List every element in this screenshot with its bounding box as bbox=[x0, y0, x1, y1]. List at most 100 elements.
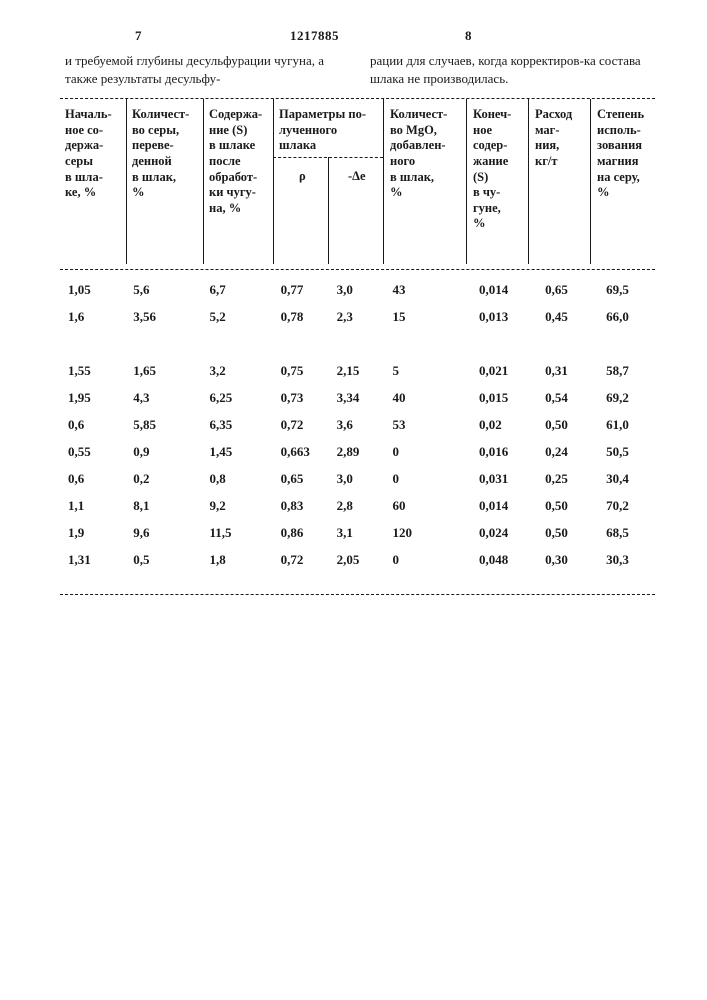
header-vline bbox=[590, 99, 591, 264]
table-cell: 1,6 bbox=[60, 309, 131, 336]
col-header-2: Количест- во серы, переве- денной в шлак… bbox=[132, 107, 200, 201]
table-cell: 0,25 bbox=[543, 471, 604, 498]
table-cell: 1,31 bbox=[60, 552, 131, 579]
table-cell: 0,50 bbox=[543, 498, 604, 525]
table-cell: 0,55 bbox=[60, 444, 131, 471]
header-vline bbox=[203, 99, 204, 264]
table-cell: 0,6 bbox=[60, 417, 131, 444]
table-cell: 0,02 bbox=[477, 417, 543, 444]
table-cell: 6,7 bbox=[207, 282, 278, 309]
table-cell: 1,55 bbox=[60, 363, 131, 390]
header-vline bbox=[383, 99, 384, 264]
table-cell: 6,25 bbox=[207, 390, 278, 417]
table-cell: 0,72 bbox=[279, 417, 335, 444]
table-row: 1,310,51,80,722,0500,0480,3030,3 bbox=[60, 552, 655, 579]
table-row: 1,63,565,20,782,3150,0130,4566,0 bbox=[60, 309, 655, 336]
table-cell: 3,34 bbox=[335, 390, 391, 417]
table-cell: 3,1 bbox=[335, 525, 391, 552]
table-row: 0,60,20,80,653,000,0310,2530,4 bbox=[60, 471, 655, 498]
col-header-3: Содержа- ние (S) в шлаке после обработ- … bbox=[209, 107, 271, 216]
col-header-6: Конеч- ное содер- жание (S) в чу- гуне, … bbox=[473, 107, 525, 232]
table-cell: 53 bbox=[391, 417, 477, 444]
table-cell: 0,6 bbox=[60, 471, 131, 498]
table-row: 1,954,36,250,733,34400,0150,5469,2 bbox=[60, 390, 655, 417]
table-cell: 0,021 bbox=[477, 363, 543, 390]
table-cell: 50,5 bbox=[604, 444, 655, 471]
table-row: 0,550,91,450,6632,8900,0160,2450,5 bbox=[60, 444, 655, 471]
table-cell: 120 bbox=[391, 525, 477, 552]
page-number-left: 7 bbox=[135, 28, 142, 44]
table-cell: 2,8 bbox=[335, 498, 391, 525]
table-cell: 9,6 bbox=[131, 525, 207, 552]
table-cell: 3,0 bbox=[335, 471, 391, 498]
table-cell: 5,2 bbox=[207, 309, 278, 336]
table-cell: 1,05 bbox=[60, 282, 131, 309]
table-cell: 0,77 bbox=[279, 282, 335, 309]
table-cell: 0,78 bbox=[279, 309, 335, 336]
col-header-5: Количест- во MgO, добавлен- ного в шлак,… bbox=[390, 107, 462, 201]
table-cell: 1,45 bbox=[207, 444, 278, 471]
table-cell: 0,016 bbox=[477, 444, 543, 471]
header-vline bbox=[328, 157, 329, 264]
table-cell: 0,65 bbox=[279, 471, 335, 498]
table-cell: 0,014 bbox=[477, 498, 543, 525]
col-header-4b: -Δe bbox=[348, 169, 366, 185]
intro-text-right: рации для случаев, когда корректиров-ка … bbox=[370, 52, 650, 87]
table-cell: 0,031 bbox=[477, 471, 543, 498]
table-cell: 0,024 bbox=[477, 525, 543, 552]
intro-text-left: и требуемой глубины десульфурации чугуна… bbox=[65, 52, 345, 87]
header-vline bbox=[466, 99, 467, 264]
table-cell: 8,1 bbox=[131, 498, 207, 525]
table-cell: 2,15 bbox=[335, 363, 391, 390]
col-header-7: Расход маг- ния, кг/т bbox=[535, 107, 587, 170]
table-cell: 1,1 bbox=[60, 498, 131, 525]
table-cell: 2,89 bbox=[335, 444, 391, 471]
table-cell: 0,31 bbox=[543, 363, 604, 390]
table-cell: 0,50 bbox=[543, 417, 604, 444]
table-cell: 0,65 bbox=[543, 282, 604, 309]
table-cell: 1,95 bbox=[60, 390, 131, 417]
table-cell: 0,013 bbox=[477, 309, 543, 336]
table-cell: 6,35 bbox=[207, 417, 278, 444]
table-cell: 0,72 bbox=[279, 552, 335, 579]
table-cell: 5,85 bbox=[131, 417, 207, 444]
table-cell: 0,014 bbox=[477, 282, 543, 309]
table-bottom-rule bbox=[60, 594, 655, 595]
table-cell: 69,5 bbox=[604, 282, 655, 309]
table-gap-row bbox=[60, 336, 655, 363]
table-cell: 0,73 bbox=[279, 390, 335, 417]
table-cell: 9,2 bbox=[207, 498, 278, 525]
table-row: 0,65,856,350,723,6530,020,5061,0 bbox=[60, 417, 655, 444]
page-number-right: 8 bbox=[465, 28, 472, 44]
col-header-8: Степень исполь- зования магния на серу, … bbox=[597, 107, 655, 201]
table-cell: 1,9 bbox=[60, 525, 131, 552]
document-number: 1217885 bbox=[290, 28, 339, 44]
col-header-4: Параметры по- лученного шлака bbox=[279, 107, 379, 154]
table-cell: 0,663 bbox=[279, 444, 335, 471]
data-table: 1,055,66,70,773,0430,0140,6569,51,63,565… bbox=[60, 282, 655, 579]
table-cell: 0,86 bbox=[279, 525, 335, 552]
table-cell: 0 bbox=[391, 444, 477, 471]
table-cell: 30,4 bbox=[604, 471, 655, 498]
table-cell: 0,24 bbox=[543, 444, 604, 471]
table-cell: 58,7 bbox=[604, 363, 655, 390]
header-vline bbox=[126, 99, 127, 264]
table-cell: 15 bbox=[391, 309, 477, 336]
table-row: 1,99,611,50,863,11200,0240,5068,5 bbox=[60, 525, 655, 552]
table-cell: 11,5 bbox=[207, 525, 278, 552]
table-cell: 0 bbox=[391, 471, 477, 498]
page-root: 7 1217885 8 и требуемой глубины десульфу… bbox=[0, 0, 707, 1000]
table-cell: 2,3 bbox=[335, 309, 391, 336]
table-cell: 0,54 bbox=[543, 390, 604, 417]
table-cell: 2,05 bbox=[335, 552, 391, 579]
table-cell: 0,45 bbox=[543, 309, 604, 336]
table-cell: 5 bbox=[391, 363, 477, 390]
table-cell: 3,0 bbox=[335, 282, 391, 309]
table-row: 1,18,19,20,832,8600,0140,5070,2 bbox=[60, 498, 655, 525]
table-cell: 30,3 bbox=[604, 552, 655, 579]
header-vline bbox=[273, 99, 274, 264]
table-container: Началь- ное со- держа- серы в шла- ке, %… bbox=[60, 98, 655, 595]
header-vline bbox=[528, 99, 529, 264]
table-cell: 1,8 bbox=[207, 552, 278, 579]
table-cell: 5,6 bbox=[131, 282, 207, 309]
